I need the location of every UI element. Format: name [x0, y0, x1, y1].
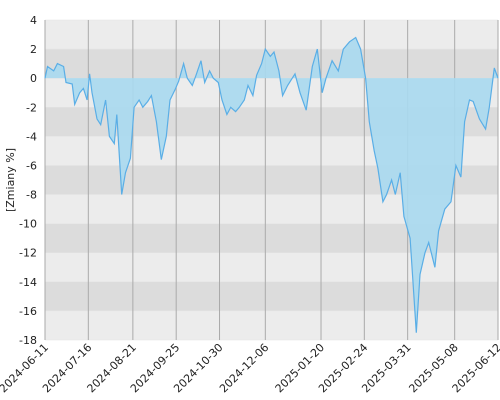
y-tick-label: -12	[19, 247, 37, 260]
y-tick-label: -14	[19, 276, 37, 289]
x-tick-label: 2024-12-06	[217, 341, 271, 395]
y-tick-label: -8	[26, 189, 37, 202]
grid-band	[45, 20, 498, 50]
y-tick-label: -2	[26, 101, 37, 114]
y-tick-label: -18	[19, 334, 37, 347]
line	[44, 36, 499, 333]
y-tick-label: -16	[19, 305, 37, 318]
grid-band	[45, 310, 498, 340]
area-fill	[45, 37, 498, 333]
y-axis-label: [Zmiany %]	[4, 148, 17, 212]
y-tick-label: -10	[19, 218, 37, 231]
grid-band	[45, 252, 498, 282]
grid-band	[45, 281, 498, 311]
y-tick-label: 4	[30, 14, 37, 27]
y-tick-label: 2	[30, 43, 37, 56]
y-tick-label: -4	[26, 130, 37, 143]
y-tick-label: -6	[26, 159, 37, 172]
y-tick-label: 0	[30, 72, 37, 85]
